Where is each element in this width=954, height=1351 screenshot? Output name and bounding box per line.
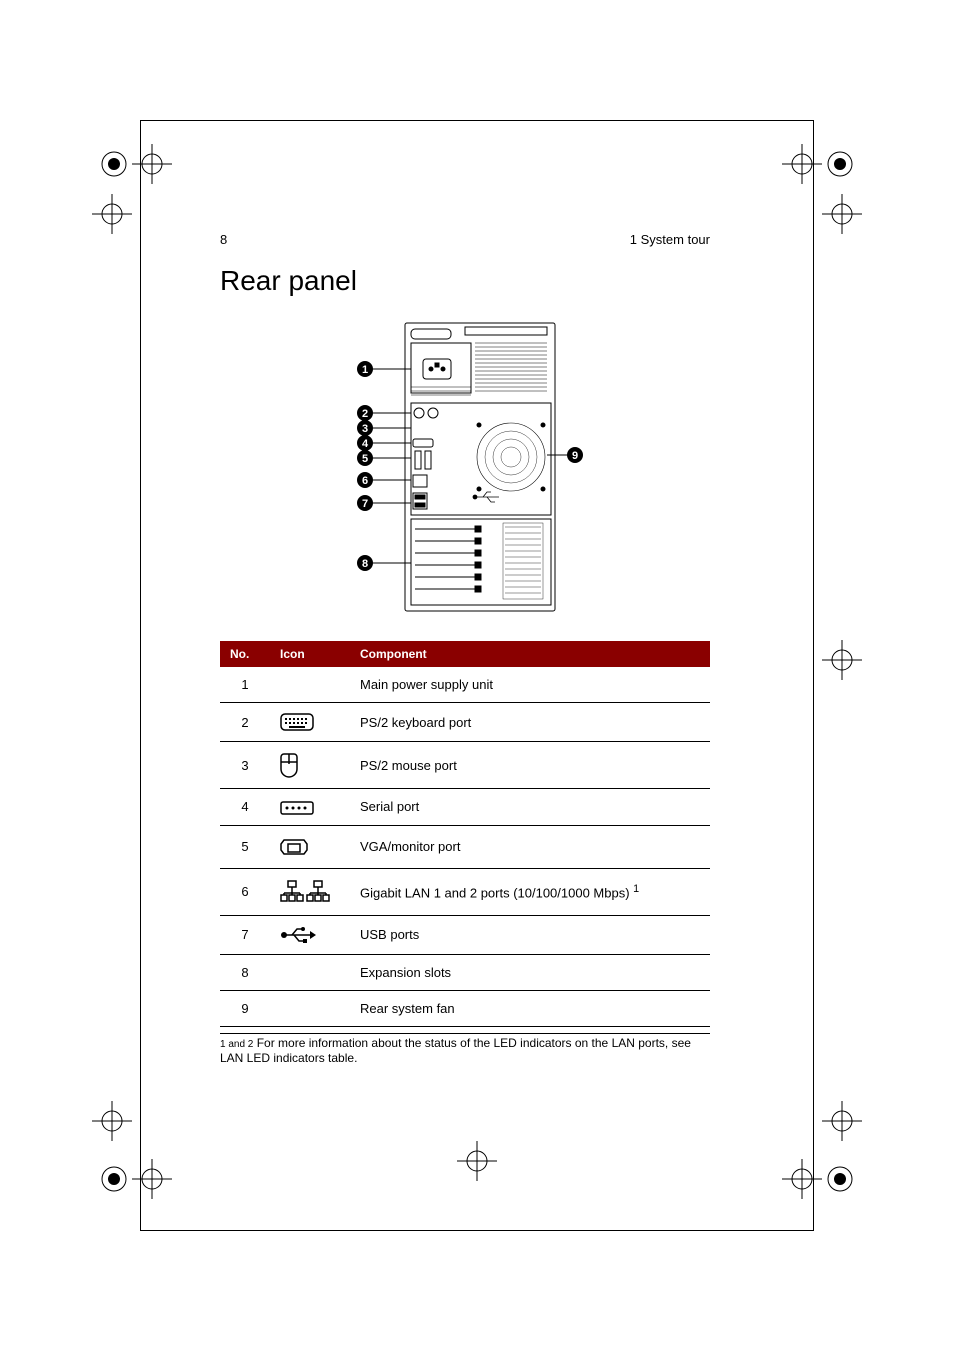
svg-text:4: 4 xyxy=(362,438,369,450)
cell-no: 1 xyxy=(220,667,270,703)
table-row: 6 Gigabit LAN 1 and 2 ports (10/100/1000 … xyxy=(220,868,710,915)
svg-text:9: 9 xyxy=(572,450,578,462)
page-number: 8 xyxy=(220,232,227,247)
cell-component: Gigabit LAN 1 and 2 ports (10/100/1000 M… xyxy=(350,868,710,915)
table-header-row: No. Icon Component xyxy=(220,641,710,667)
callout-3: 3 xyxy=(357,420,411,436)
page-header: 8 1 System tour xyxy=(220,232,710,247)
svg-text:5: 5 xyxy=(362,453,368,465)
footnote-text: For more information about the status of… xyxy=(220,1036,691,1066)
callout-6: 6 xyxy=(357,472,411,488)
cell-no: 9 xyxy=(220,990,270,1026)
th-no: No. xyxy=(220,641,270,667)
svg-text:1: 1 xyxy=(362,364,368,376)
th-component: Component xyxy=(350,641,710,667)
footnote-sup: 1 xyxy=(633,883,639,895)
vga-icon xyxy=(270,825,350,868)
page-content: 8 1 System tour Rear panel xyxy=(220,232,710,1067)
svg-text:3: 3 xyxy=(362,423,368,435)
mouse-icon xyxy=(270,742,350,789)
callout-4: 4 xyxy=(357,435,411,451)
th-icon: Icon xyxy=(270,641,350,667)
callout-1: 1 xyxy=(357,361,411,377)
svg-text:8: 8 xyxy=(362,558,368,570)
serial-icon xyxy=(270,789,350,826)
section-label: 1 System tour xyxy=(630,232,710,247)
cell-component: Rear system fan xyxy=(350,990,710,1026)
cell-no: 7 xyxy=(220,915,270,954)
cell-no: 5 xyxy=(220,825,270,868)
footnote: 1 and 2 For more information about the s… xyxy=(220,1033,710,1067)
callout-7: 7 xyxy=(357,495,411,511)
table-row: 8 Expansion slots xyxy=(220,954,710,990)
lan-icon xyxy=(270,868,350,915)
cell-component: PS/2 mouse port xyxy=(350,742,710,789)
cell-no: 2 xyxy=(220,703,270,742)
table-row: 4 Serial port xyxy=(220,789,710,826)
cell-no: 4 xyxy=(220,789,270,826)
svg-text:6: 6 xyxy=(362,475,368,487)
callout-2: 2 xyxy=(357,405,411,421)
svg-text:2: 2 xyxy=(362,408,368,420)
table-row: 1 Main power supply unit xyxy=(220,667,710,703)
table-row: 5 VGA/monitor port xyxy=(220,825,710,868)
cell-component: PS/2 keyboard port xyxy=(350,703,710,742)
rear-panel-diagram: 1 2 3 4 5 6 7 8 9 xyxy=(315,317,615,617)
cell-no: 8 xyxy=(220,954,270,990)
usb-icon xyxy=(270,915,350,954)
cell-no: 6 xyxy=(220,868,270,915)
table-row: 9 Rear system fan xyxy=(220,990,710,1026)
cell-component: USB ports xyxy=(350,915,710,954)
table-row: 7 USB ports xyxy=(220,915,710,954)
cell-no: 3 xyxy=(220,742,270,789)
callout-8: 8 xyxy=(357,555,411,571)
page-heading: Rear panel xyxy=(220,265,710,297)
table-row: 3 PS/2 mouse port xyxy=(220,742,710,789)
cell-icon-empty xyxy=(270,954,350,990)
cell-component: Main power supply unit xyxy=(350,667,710,703)
table-row: 2 PS/2 keyboard port xyxy=(220,703,710,742)
cell-icon-empty xyxy=(270,667,350,703)
components-table: No. Icon Component 1 Main power supply un… xyxy=(220,641,710,1027)
cell-component: VGA/monitor port xyxy=(350,825,710,868)
footnote-ref: 1 and 2 xyxy=(220,1039,253,1050)
cell-component: Expansion slots xyxy=(350,954,710,990)
cell-component: Serial port xyxy=(350,789,710,826)
cell-icon-empty xyxy=(270,990,350,1026)
svg-text:7: 7 xyxy=(362,498,368,510)
callout-5: 5 xyxy=(357,450,411,466)
keyboard-icon xyxy=(270,703,350,742)
